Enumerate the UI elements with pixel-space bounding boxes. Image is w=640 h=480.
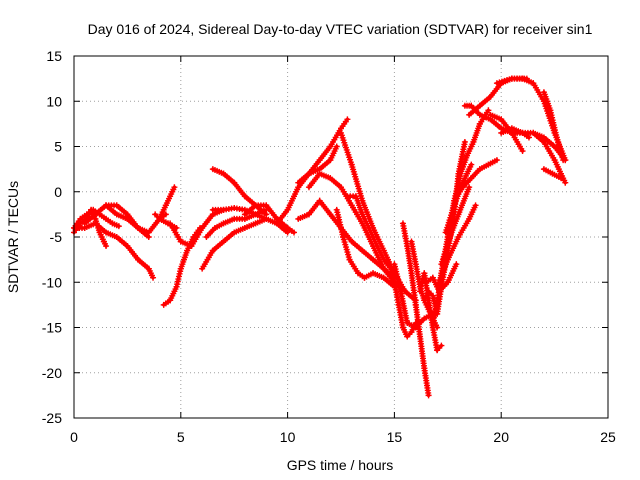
chart-title: Day 016 of 2024, Sidereal Day-to-day VTE… — [88, 21, 593, 37]
series-arc20 — [333, 206, 398, 290]
y-tick-label: 10 — [46, 93, 62, 109]
x-tick-label: 20 — [493, 429, 509, 445]
series-arc10 — [199, 215, 270, 272]
data-point — [525, 134, 532, 141]
x-axis-label: GPS time / hours — [287, 457, 394, 473]
data-point — [453, 261, 460, 268]
data-point — [291, 229, 298, 236]
series-arc41 — [540, 166, 565, 182]
series-arc15 — [273, 116, 351, 227]
data-point — [466, 184, 473, 191]
data-point — [150, 274, 157, 281]
data-point — [344, 116, 351, 123]
series-layer — [71, 75, 569, 399]
series-arc34 — [461, 102, 532, 141]
y-tick-label: -25 — [42, 410, 62, 426]
data-point — [425, 392, 432, 399]
series-arc31 — [438, 184, 473, 268]
series-arc21 — [344, 193, 398, 277]
axis-ticks: 0 5 10 15 20 25 -25 -20 -15 -10 -5 0 5 10 15 — [42, 48, 616, 445]
data-point — [171, 184, 178, 191]
series-arc38 — [493, 75, 530, 87]
data-point — [523, 75, 530, 82]
data-point — [519, 148, 526, 155]
data-point — [493, 157, 500, 164]
x-tick-label: 5 — [177, 429, 185, 445]
series-arc14 — [241, 202, 298, 236]
x-tick-label: 0 — [70, 429, 78, 445]
y-tick-label: -15 — [42, 320, 62, 336]
series-arc16 — [295, 143, 340, 186]
y-axis-label: SDTVAR / TECUs — [5, 181, 21, 293]
y-tick-label: 15 — [46, 48, 62, 64]
series-arc7 — [156, 184, 178, 222]
data-point — [560, 157, 567, 164]
series-arc37 — [487, 111, 526, 155]
series-arc33 — [451, 157, 500, 204]
y-tick-label: -5 — [50, 229, 63, 245]
x-tick-label: 10 — [280, 429, 296, 445]
data-point — [485, 107, 492, 114]
series-arc39 — [530, 129, 569, 186]
x-tick-label: 25 — [600, 429, 616, 445]
data-point — [468, 161, 475, 168]
series-arc22 — [391, 279, 419, 340]
y-tick-label: 0 — [54, 184, 62, 200]
data-point — [333, 143, 340, 150]
data-point — [461, 138, 468, 145]
data-point — [558, 175, 565, 182]
data-point — [438, 342, 445, 349]
series-line — [200, 217, 268, 271]
y-tick-label: -20 — [42, 365, 62, 381]
y-tick-label: 5 — [54, 139, 62, 155]
series-arc30 — [434, 202, 479, 290]
data-point — [562, 179, 569, 186]
x-tick-label: 15 — [387, 429, 403, 445]
series-arc24 — [399, 220, 432, 399]
series-arc40 — [540, 89, 567, 164]
data-point — [103, 243, 110, 250]
y-tick-label: -10 — [42, 274, 62, 290]
data-point — [472, 202, 479, 209]
data-point — [115, 223, 122, 230]
